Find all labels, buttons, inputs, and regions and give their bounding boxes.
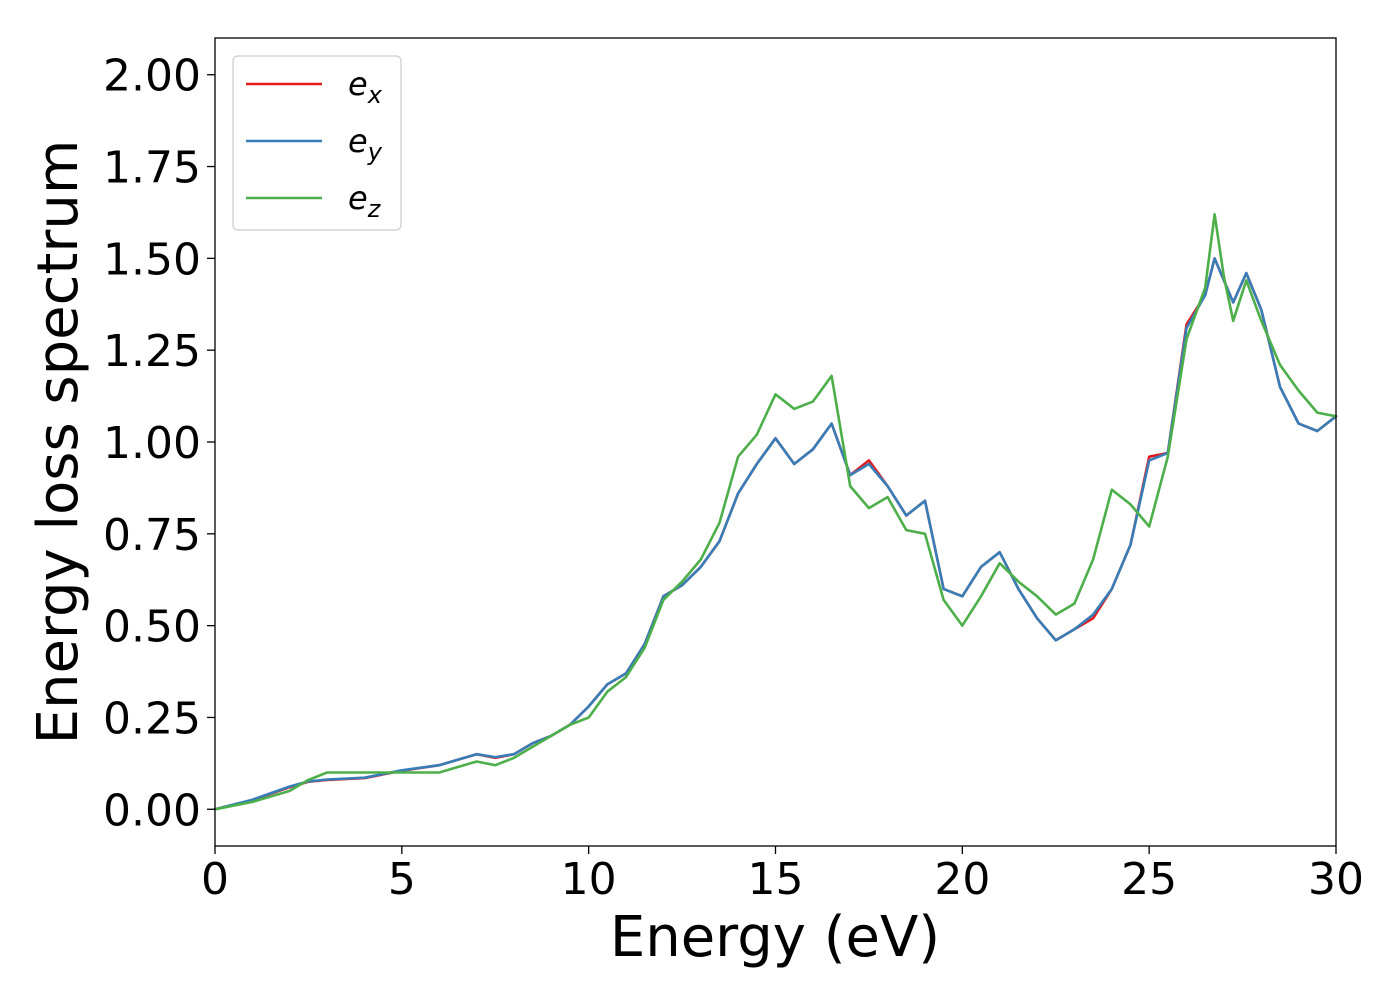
- x-tick-label: 5: [388, 854, 416, 905]
- y-tick-label: 0.25: [103, 693, 201, 744]
- legend-label-base: e: [348, 65, 368, 103]
- series-line-y: [213, 257, 1338, 811]
- legend-label-subscript: x: [367, 81, 383, 109]
- legend-label-subscript: y: [367, 138, 383, 166]
- x-tick-label: 20: [934, 854, 990, 905]
- y-tick-label: 1.75: [103, 143, 201, 194]
- x-tick-label: 15: [748, 854, 804, 905]
- x-tick-label: 30: [1308, 854, 1364, 905]
- y-tick-label: 1.25: [103, 326, 201, 377]
- legend-label-z: ez: [348, 179, 382, 223]
- x-tick-label: 10: [561, 854, 617, 905]
- legend-frame: [232, 55, 402, 231]
- y-tick-label: 0.50: [103, 602, 201, 653]
- legend-label-base: e: [348, 179, 368, 217]
- legend-label-base: e: [348, 122, 368, 160]
- legend-label-x: ex: [348, 65, 383, 109]
- y-axis-label: Energy loss spectrum: [26, 140, 91, 745]
- y-tick-label: 1.50: [103, 234, 201, 285]
- y-tick-label: 0.75: [103, 510, 201, 561]
- series-line-x: [213, 257, 1338, 811]
- legend-label-y: ey: [348, 122, 383, 166]
- series-layer: [213, 213, 1338, 811]
- y-tick-label: 0.00: [103, 785, 201, 836]
- x-axis-label: Energy (eV): [610, 905, 940, 970]
- y-tick-label: 1.00: [103, 418, 201, 469]
- x-tick-label: 25: [1121, 854, 1177, 905]
- y-tick-label: 2.00: [103, 51, 201, 102]
- legend-label-subscript: z: [367, 195, 382, 223]
- x-axis: 0 5 10 15 20 25 30: [201, 846, 1364, 905]
- series-line-z: [213, 213, 1338, 811]
- x-tick-label: 0: [201, 854, 229, 905]
- y-axis: 0.00 0.25 0.50 0.75 1.00 1.25 1.50 1.75 2.00: [103, 51, 215, 836]
